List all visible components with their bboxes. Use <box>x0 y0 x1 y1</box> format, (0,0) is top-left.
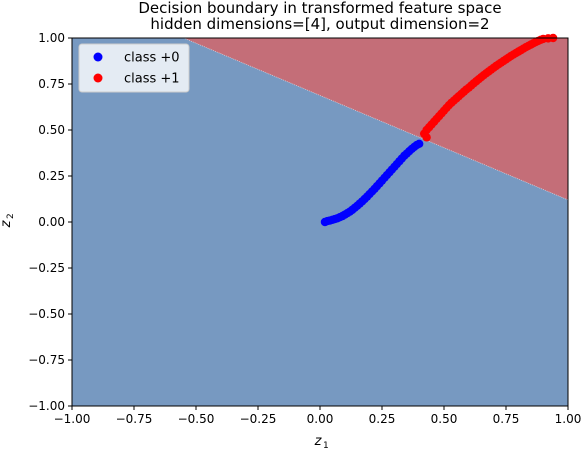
y-tick-label-7: 0.75 <box>38 77 65 91</box>
y-axis-label: z <box>0 219 14 228</box>
y-tick-label-1: −0.75 <box>28 353 65 367</box>
decision-boundary <box>183 37 569 201</box>
legend-label-0: class +0 <box>124 51 180 66</box>
y-tick-label-3: −0.25 <box>28 261 65 275</box>
legend-marker-0 <box>93 52 103 62</box>
x-tick-label-6: 0.50 <box>431 412 458 426</box>
x-axis-label: z <box>314 434 323 449</box>
legend: class +0 class +1 <box>78 43 190 93</box>
data-points <box>320 33 558 227</box>
point-0-38 <box>415 139 424 148</box>
legend-marker-1 <box>93 73 103 83</box>
y-tick-label-5: 0.25 <box>38 169 65 183</box>
series-1 <box>419 33 558 142</box>
chart-title-line-1: Decision boundary in transformed feature… <box>138 0 502 17</box>
chart-title-line-2: hidden dimensions=[4], output dimension=… <box>150 15 490 33</box>
y-tick-label-0: −1.00 <box>28 399 65 413</box>
x-tick-label-3: −0.25 <box>240 412 277 426</box>
x-tick-label-4: 0.00 <box>307 412 334 426</box>
plot-area <box>72 37 569 406</box>
y-axis-label-subscript: 2 <box>6 213 16 219</box>
y-tick-label-6: 0.50 <box>38 123 65 137</box>
x-tick-label-0: −1.00 <box>54 412 91 426</box>
x-tick-label-8: 1.00 <box>555 412 582 426</box>
y-tick-label-8: 1.00 <box>38 31 65 45</box>
x-tick-label-7: 0.75 <box>493 412 520 426</box>
legend-label-1: class +1 <box>124 72 180 87</box>
x-tick-label-5: 0.25 <box>369 412 396 426</box>
legend-box <box>78 43 190 93</box>
y-tick-label-2: −0.50 <box>28 307 65 321</box>
axes: −1.00 −0.75 −0.50 −0.25 0.00 0.25 0.50 0.75 1.00… <box>0 31 581 451</box>
x-axis-label-subscript: 1 <box>323 441 329 451</box>
x-tick-label-2: −0.50 <box>178 412 215 426</box>
x-tick-label-1: −0.75 <box>116 412 153 426</box>
series-0 <box>320 139 424 227</box>
y-axis-label-group: z2 <box>0 213 16 228</box>
y-tick-label-4: 0.00 <box>38 215 65 229</box>
